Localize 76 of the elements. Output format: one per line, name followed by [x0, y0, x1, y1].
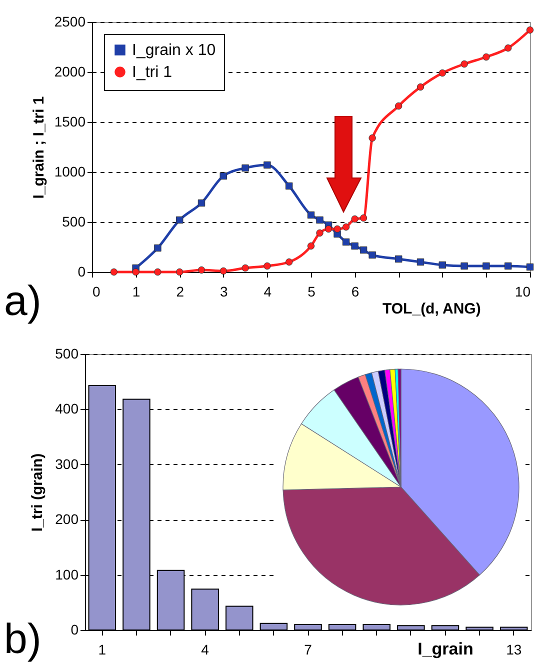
- x-axis-title: TOL_(d, ANG): [382, 300, 481, 318]
- x-tick-label: 5: [308, 284, 316, 300]
- x-tick-label: 0: [92, 284, 100, 300]
- y-tick-label: 400: [55, 400, 79, 417]
- y-tick-label: 1500: [54, 114, 86, 130]
- point: [242, 164, 249, 172]
- point: [154, 244, 162, 252]
- point: [154, 268, 162, 276]
- point: [460, 262, 468, 270]
- point: [285, 258, 293, 266]
- x-tick-label: 3: [220, 284, 228, 300]
- x-tick-label: 1: [98, 642, 106, 658]
- x-tick-label: 1: [132, 284, 140, 300]
- x-tick-label: 7: [304, 642, 312, 658]
- x-tick-label: 13: [506, 642, 522, 658]
- x-axis-title: I_grain: [418, 640, 474, 658]
- x-tick-label: 10: [514, 284, 531, 300]
- legend-label: I_grain x 10: [132, 42, 216, 59]
- y-tick-label: 2000: [54, 64, 86, 80]
- point: [351, 215, 358, 223]
- point: [324, 225, 332, 233]
- point: [334, 225, 341, 233]
- point: [360, 246, 368, 254]
- text: a): [4, 277, 42, 324]
- x-tick-label: 6: [351, 284, 360, 300]
- text: b): [4, 615, 42, 662]
- point: [504, 262, 512, 270]
- point: [110, 268, 118, 276]
- y-tick-label: 0: [78, 264, 86, 280]
- point: [342, 238, 350, 246]
- point: [220, 172, 228, 180]
- point: [368, 251, 376, 259]
- point: [504, 44, 512, 52]
- point: [176, 216, 184, 224]
- x-tick-label: 2: [176, 284, 184, 300]
- point: [198, 266, 206, 274]
- y-tick-label: 0: [70, 622, 79, 638]
- y-tick-label: 1000: [54, 164, 86, 180]
- point: [220, 267, 228, 275]
- y-tick-label: 500: [62, 214, 86, 230]
- y-tick-label: 500: [55, 346, 79, 362]
- x-tick-label: 4: [201, 642, 210, 658]
- point: [264, 262, 271, 270]
- point: [307, 211, 315, 219]
- point: [416, 258, 424, 266]
- point: [526, 26, 534, 34]
- point: [482, 262, 490, 270]
- point: [416, 83, 424, 91]
- point: [438, 69, 446, 77]
- point: [242, 264, 249, 272]
- point: [307, 242, 315, 250]
- point: [460, 60, 468, 68]
- point: [316, 229, 324, 237]
- point: [316, 216, 324, 224]
- point: [351, 242, 358, 250]
- legend-label: I_tri 1: [132, 64, 172, 81]
- point: [394, 255, 402, 263]
- point: [264, 161, 271, 169]
- y-tick-label: 200: [55, 511, 79, 528]
- x-tick-label: 4: [264, 284, 272, 300]
- point: [526, 263, 534, 271]
- point: [132, 268, 140, 276]
- point: [368, 134, 376, 142]
- point: [198, 199, 206, 207]
- point: [176, 268, 184, 276]
- y-axis-title: I_grain ; I_tri 1: [30, 96, 48, 199]
- point: [342, 223, 350, 231]
- y-tick-label: 2500: [54, 14, 86, 30]
- y-tick-label: 100: [55, 566, 79, 582]
- point: [438, 261, 446, 269]
- point: [285, 182, 293, 190]
- point: [482, 53, 490, 61]
- point: [360, 214, 368, 222]
- point: [394, 102, 402, 110]
- y-tick-label: 300: [55, 456, 79, 472]
- y-axis-title: I_tri (grain): [29, 453, 46, 532]
